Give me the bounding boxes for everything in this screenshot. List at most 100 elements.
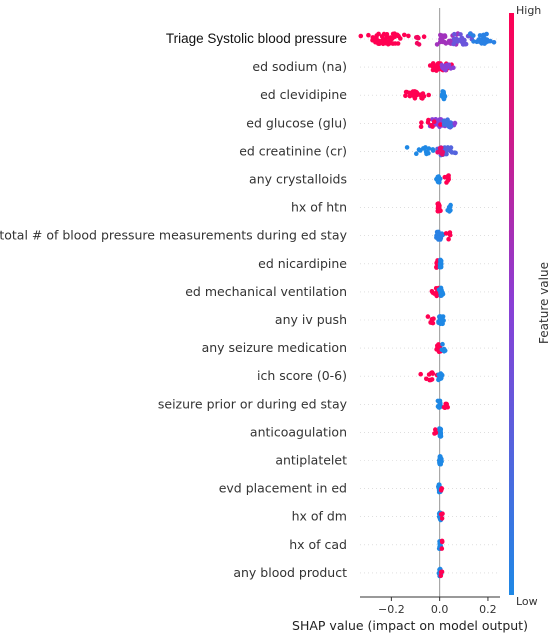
shap-point: [411, 93, 416, 99]
shap-point: [438, 122, 443, 127]
shap-point: [434, 42, 440, 47]
shap-point: [449, 150, 455, 155]
shap-point: [438, 376, 444, 381]
shap-point: [358, 33, 364, 39]
shap-point: [455, 39, 461, 44]
feature-label: ich score (0-6): [257, 368, 347, 383]
shap-point: [442, 34, 448, 39]
shap-point: [423, 149, 429, 154]
shap-point: [430, 148, 436, 153]
feature-label: ed clevidipine: [260, 87, 347, 102]
feature-label: evd placement in ed: [219, 481, 347, 496]
shap-point: [384, 32, 390, 37]
shap-point: [420, 91, 426, 96]
shap-point: [437, 180, 442, 185]
feature-label: seizure prior or during ed stay: [158, 396, 348, 411]
shap-point: [439, 35, 444, 41]
shap-point: [439, 315, 444, 320]
feature-label: ed creatinine (cr): [239, 143, 347, 158]
shap-point: [407, 90, 413, 96]
shap-point: [467, 31, 473, 36]
shap-point: [440, 511, 445, 516]
shap-point: [376, 38, 382, 44]
shap-point: [373, 39, 378, 45]
shap-point: [440, 341, 445, 347]
shap-point: [390, 31, 396, 37]
feature-label: hx of htn: [291, 200, 347, 215]
shap-point: [451, 65, 456, 70]
x-tick-label: 0.0: [431, 603, 449, 616]
shap-point: [403, 93, 408, 99]
shap-point: [387, 38, 392, 44]
shap-point: [425, 314, 431, 319]
shap-point: [418, 124, 424, 129]
shap-point: [446, 62, 452, 68]
shap-point: [440, 39, 446, 45]
shap-point: [428, 320, 433, 325]
shap-point: [438, 488, 444, 493]
shap-point: [435, 208, 441, 214]
shap-point: [439, 546, 445, 551]
shap-point: [438, 427, 443, 433]
shap-point: [395, 41, 401, 46]
feature-label: any seizure medication: [202, 340, 347, 355]
colorbar-title: Feature value: [537, 262, 550, 344]
shap-point: [451, 41, 457, 47]
shap-point: [366, 32, 371, 38]
shap-point: [404, 145, 410, 150]
shap-point: [439, 150, 445, 155]
shap-point: [436, 319, 441, 324]
shap-point: [446, 175, 451, 180]
feature-label: ed nicardipine: [258, 256, 347, 271]
shap-point: [488, 38, 493, 44]
feature-gridlines: [360, 38, 500, 574]
shap-point: [381, 39, 387, 44]
shap-point: [480, 33, 486, 38]
feature-label: any crystalloids: [249, 172, 347, 187]
shap-point: [445, 145, 451, 150]
shap-point: [403, 89, 409, 95]
shap-point: [379, 34, 385, 39]
feature-label: antiplatelet: [275, 453, 347, 468]
shap-point: [414, 151, 419, 156]
shap-point: [406, 33, 411, 39]
shap-point: [431, 316, 436, 322]
shap-point: [419, 95, 424, 101]
shap-point: [431, 119, 437, 124]
x-tick-label: 0.2: [479, 603, 497, 616]
shap-point: [441, 118, 447, 124]
shap-point: [426, 146, 432, 151]
shap-point: [445, 404, 451, 410]
shap-point: [441, 347, 447, 353]
feature-labels: Triage Systolic blood pressure ed sodium …: [0, 31, 348, 580]
shap-point: [471, 39, 476, 44]
shap-point: [421, 34, 427, 39]
feature-label: hx of cad: [289, 537, 347, 552]
shap-point: [447, 209, 452, 214]
shap-point: [435, 201, 441, 207]
x-axis-ticks: −0.2 0.0 0.2: [378, 597, 497, 616]
shap-point: [443, 231, 449, 236]
feature-label: Triage Systolic blood pressure: [166, 31, 347, 46]
shap-point: [435, 346, 440, 351]
feature-label: any iv push: [275, 312, 347, 327]
shap-point: [418, 148, 423, 153]
shap-point: [423, 145, 428, 150]
shap-point: [419, 120, 424, 125]
shap-point: [447, 204, 453, 209]
shap-point: [437, 287, 443, 292]
feature-label: ed sodium (na): [252, 59, 347, 74]
feature-label: anticoagulation: [250, 424, 347, 439]
shap-point: [414, 40, 420, 46]
colorbar: [509, 13, 514, 595]
shap-point: [446, 124, 452, 130]
shap-point: [446, 236, 451, 242]
shap-point: [424, 376, 429, 382]
shap-point: [441, 91, 446, 96]
shap-points: [358, 31, 497, 579]
feature-label: any blood product: [233, 565, 347, 580]
shap-point: [426, 372, 432, 377]
shap-point: [402, 32, 407, 38]
shap-point: [448, 38, 453, 44]
